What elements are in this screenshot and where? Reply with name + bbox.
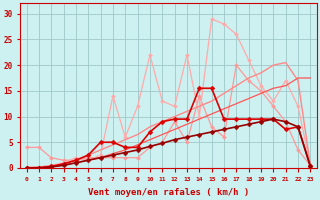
- X-axis label: Vent moyen/en rafales ( km/h ): Vent moyen/en rafales ( km/h ): [88, 188, 249, 197]
